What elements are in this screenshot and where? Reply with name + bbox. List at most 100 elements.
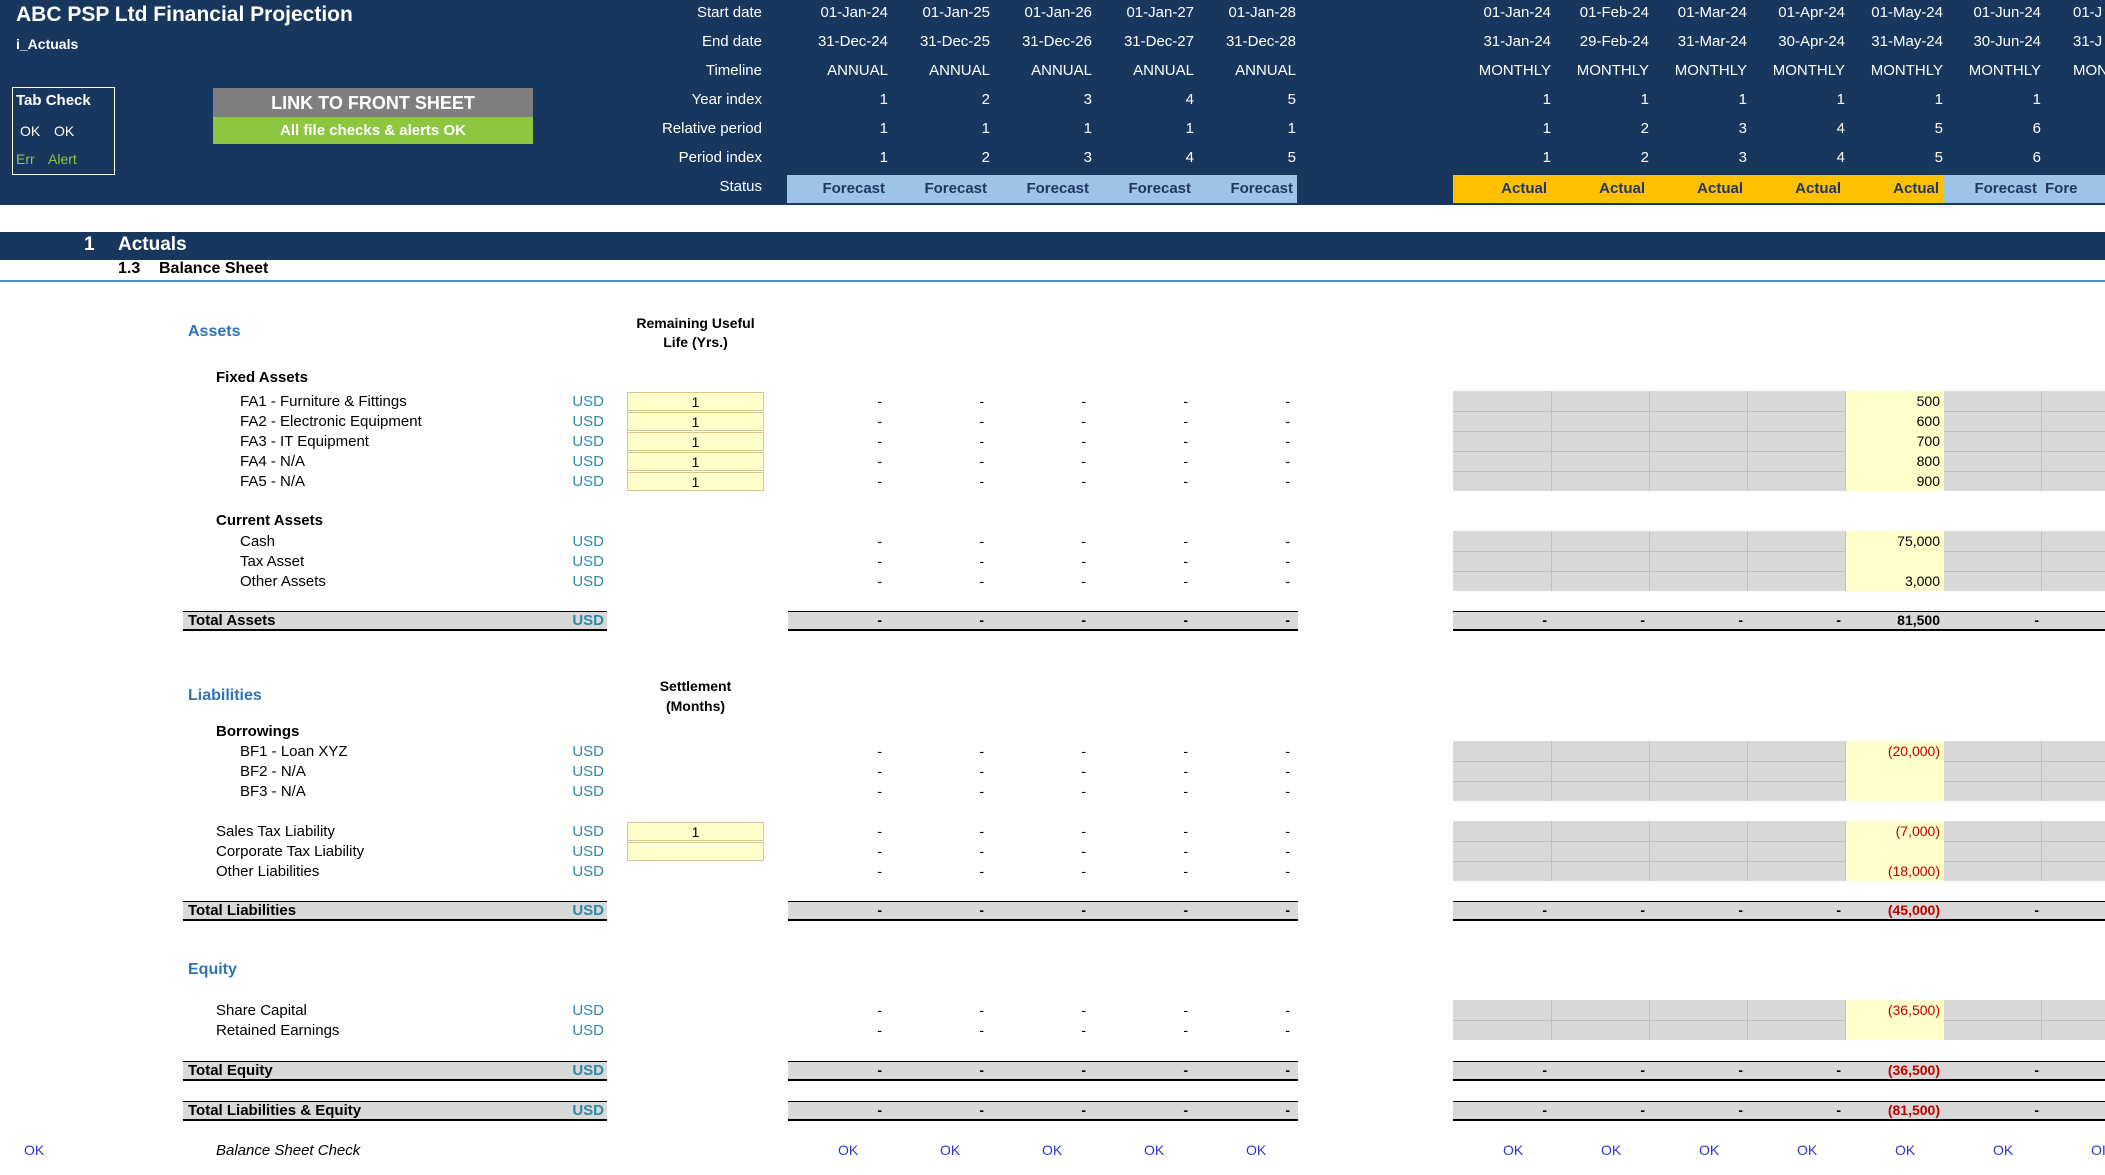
may-value-cell[interactable]: 700 bbox=[1916, 433, 1940, 449]
annual-value-cell: - bbox=[1081, 433, 1086, 449]
annual-value-cell: - bbox=[979, 413, 984, 429]
line-item-label: FA3 - IT Equipment bbox=[240, 433, 369, 450]
line-item-label: FA1 - Furniture & Fittings bbox=[240, 393, 407, 410]
may-value-cell[interactable]: 3,000 bbox=[1904, 573, 1940, 589]
annual-value-cell: - bbox=[1183, 743, 1188, 759]
unit-label: USD bbox=[572, 1022, 604, 1039]
annual-value-cell: - bbox=[1285, 823, 1290, 839]
annual-value-cell: - bbox=[877, 393, 882, 409]
line-item-label: Cash bbox=[240, 533, 276, 550]
annual-total-cell: - bbox=[1183, 612, 1188, 628]
grid-line bbox=[1551, 821, 1552, 881]
annual-period-index-cell: 3 bbox=[1083, 149, 1092, 166]
annual-value-cell: - bbox=[979, 863, 984, 879]
annual-relative-cell: 1 bbox=[981, 120, 990, 137]
input-cell[interactable]: 1 bbox=[627, 472, 764, 491]
monthly-period-index-cell: 2 bbox=[1640, 149, 1649, 166]
annual-value-cell: - bbox=[1183, 433, 1188, 449]
monthly-total-cell: - bbox=[1738, 1062, 1743, 1078]
monthly-status-cell: Actual bbox=[1845, 175, 1943, 203]
monthly-status-cell: Fore bbox=[2041, 175, 2105, 203]
grid-line bbox=[1649, 391, 1650, 491]
header-row-label: Relative period bbox=[661, 120, 762, 137]
annual-total-cell: - bbox=[877, 1062, 882, 1078]
may-total-cell: (45,000) bbox=[1887, 902, 1940, 918]
monthly-total-bar bbox=[1453, 1101, 2105, 1121]
monthly-year-index-cell: 1 bbox=[1542, 91, 1551, 108]
annual-value-cell: - bbox=[1183, 1022, 1188, 1038]
monthly-relative-cell: 1 bbox=[1542, 120, 1551, 137]
may-value-cell[interactable]: 75,000 bbox=[1897, 533, 1940, 549]
monthly-status-cell: Actual bbox=[1747, 175, 1845, 203]
annual-value-cell: - bbox=[1183, 413, 1188, 429]
line-item-label: Sales Tax Liability bbox=[216, 823, 335, 840]
annual-value-cell: - bbox=[1081, 783, 1086, 799]
unit-label: USD bbox=[572, 783, 604, 800]
may-value-cell[interactable]: (36,500) bbox=[1887, 1002, 1940, 1018]
grid-line bbox=[1551, 391, 1552, 491]
monthly-status-cell: Actual bbox=[1649, 175, 1747, 203]
input-cell[interactable]: 1 bbox=[627, 392, 764, 411]
monthly-period-index-cell: 1 bbox=[1542, 149, 1551, 166]
monthly-end-cell: 29-Feb-24 bbox=[1579, 33, 1649, 50]
annual-value-cell: - bbox=[1183, 843, 1188, 859]
annual-total-bar bbox=[788, 611, 1298, 631]
may-value-cell[interactable]: (18,000) bbox=[1887, 863, 1940, 879]
total-label-bar bbox=[183, 1101, 607, 1121]
may-value-cell[interactable]: 500 bbox=[1916, 393, 1940, 409]
annual-relative-cell: 1 bbox=[1287, 120, 1296, 137]
monthly-total-cell: - bbox=[1542, 612, 1547, 628]
input-cell[interactable]: 1 bbox=[627, 822, 764, 841]
annual-value-cell: - bbox=[1285, 863, 1290, 879]
annual-value-cell: - bbox=[979, 473, 984, 489]
may-value-cell[interactable]: (7,000) bbox=[1895, 823, 1940, 839]
annual-value-cell: - bbox=[1081, 553, 1086, 569]
line-item-label: FA4 - N/A bbox=[240, 453, 306, 470]
annual-value-cell: - bbox=[1183, 763, 1188, 779]
annual-end-cell: 31-Dec-25 bbox=[919, 33, 990, 50]
annual-period-index-cell: 4 bbox=[1185, 149, 1194, 166]
annual-value-cell: - bbox=[1081, 1022, 1086, 1038]
monthly-status-cell: Actual bbox=[1551, 175, 1649, 203]
annual-total-cell: - bbox=[877, 1102, 882, 1118]
annual-status-cell: Forecast bbox=[889, 175, 991, 203]
monthly-year-index-cell: 1 bbox=[1934, 91, 1943, 108]
annual-end-cell: 31-Dec-28 bbox=[1225, 33, 1296, 50]
input-cell[interactable]: 1 bbox=[627, 412, 764, 431]
monthly-relative-cell: 3 bbox=[1738, 120, 1747, 137]
monthly-total-cell: - bbox=[1640, 612, 1645, 628]
annual-value-cell: - bbox=[1285, 453, 1290, 469]
monthly-timeline-cell: MONTHLY bbox=[1576, 62, 1649, 79]
grid-line bbox=[1551, 741, 1552, 801]
unit-label: USD bbox=[572, 763, 604, 780]
annual-check-ok: OK bbox=[1246, 1142, 1267, 1158]
total-label: Total Liabilities bbox=[188, 902, 297, 919]
input-cell[interactable]: 1 bbox=[627, 432, 764, 451]
may-value-cell[interactable]: (20,000) bbox=[1887, 743, 1940, 759]
input-cell[interactable]: 1 bbox=[627, 452, 764, 471]
input-cell[interactable] bbox=[627, 842, 764, 861]
annual-value-cell: - bbox=[979, 843, 984, 859]
may-value-cell[interactable]: 900 bbox=[1916, 473, 1940, 489]
link-to-front-sheet-button[interactable]: LINK TO FRONT SHEET bbox=[213, 88, 533, 118]
total-unit: USD bbox=[572, 1062, 604, 1079]
annual-value-cell: - bbox=[979, 573, 984, 589]
unit-label: USD bbox=[572, 413, 604, 430]
annual-total-cell: - bbox=[1183, 902, 1188, 918]
may-value-cell[interactable]: 600 bbox=[1916, 413, 1940, 429]
annual-status-cell: Forecast bbox=[1093, 175, 1195, 203]
grid-line bbox=[2041, 821, 2042, 881]
may-input-column bbox=[1846, 821, 1944, 881]
annual-period-index-cell: 5 bbox=[1287, 149, 1296, 166]
annual-end-cell: 31-Dec-24 bbox=[817, 33, 888, 50]
header-row-label: End date bbox=[701, 33, 762, 50]
annual-status-cell: Forecast bbox=[1195, 175, 1297, 203]
grid-line bbox=[1453, 841, 2105, 842]
liabilities-heading: Liabilities bbox=[188, 687, 262, 704]
annual-value-cell: - bbox=[877, 823, 882, 839]
annual-value-cell: - bbox=[877, 473, 882, 489]
monthly-relative-cell: 5 bbox=[1934, 120, 1943, 137]
may-value-cell[interactable]: 800 bbox=[1916, 453, 1940, 469]
line-item-label: Other Assets bbox=[240, 573, 326, 590]
monthly-check-ok: OK bbox=[1503, 1142, 1524, 1158]
